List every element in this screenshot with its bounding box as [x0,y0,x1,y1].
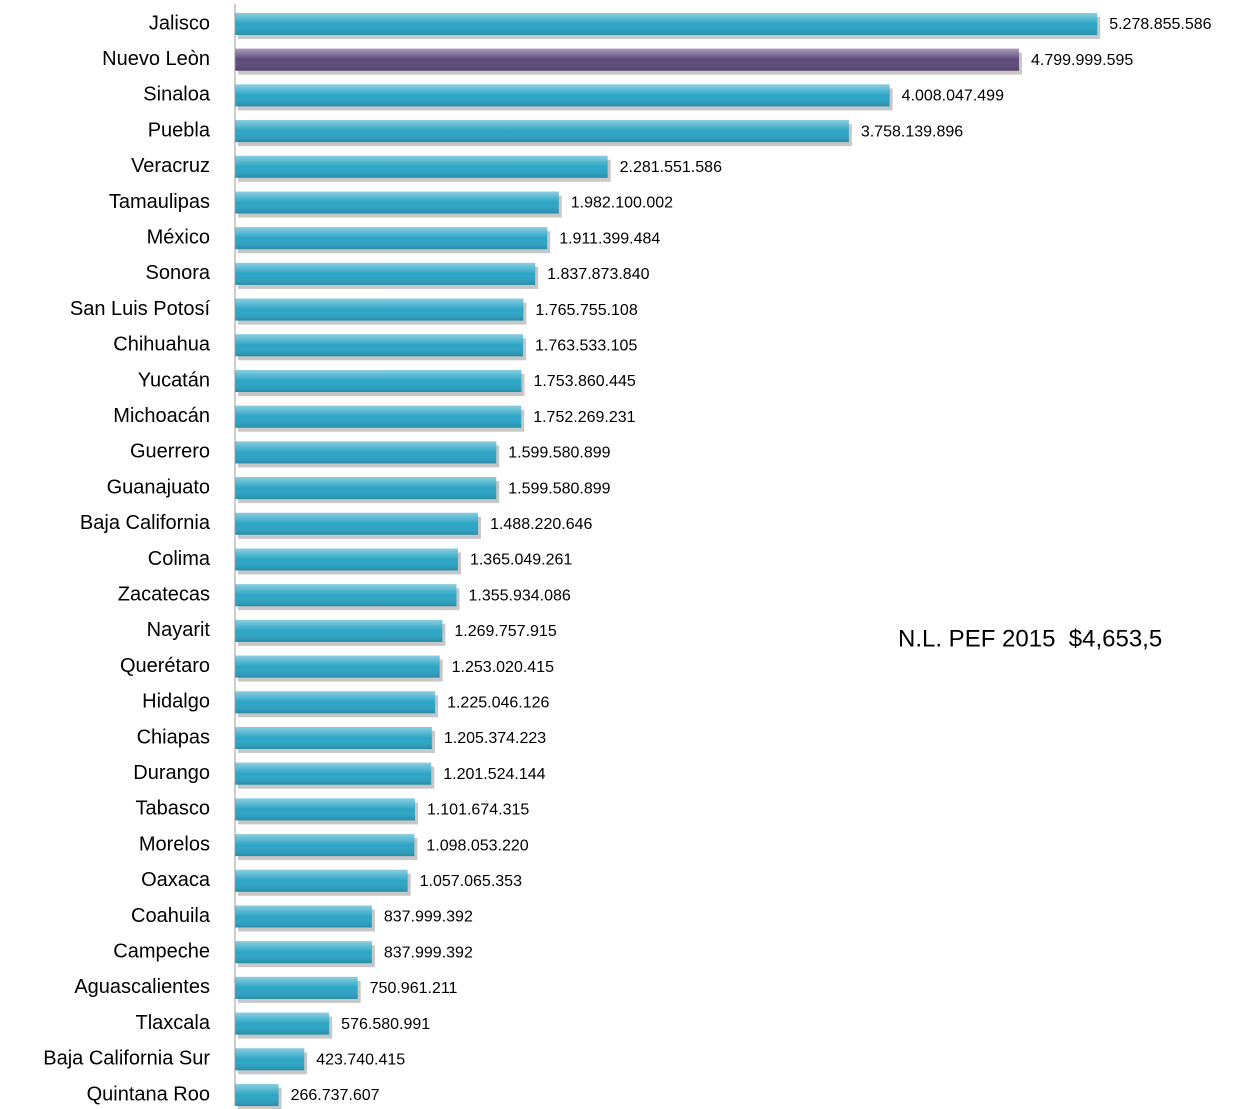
category-label: Baja California [80,512,211,534]
bar-gloss [235,727,432,749]
value-label: 837.999.392 [384,909,473,926]
bar-gloss [235,191,559,214]
bar-gloss [235,655,440,678]
category-label: Morelos [139,833,210,855]
annotation: N.L. PEF 2015 $4,653,5 [898,625,1162,652]
value-label: 1.837.873.840 [547,266,649,283]
bar-gloss [235,905,372,928]
category-label: Quintana Roo [87,1083,210,1105]
bar-gloss [235,512,479,535]
category-label: Durango [133,762,210,784]
category-label: Veracruz [131,155,210,177]
value-label: 1.201.524.144 [443,766,545,783]
bar-gloss [235,584,457,607]
value-label: 1.101.674.315 [427,802,529,819]
category-label: Chihuahua [113,334,211,356]
bar-gloss [235,441,497,464]
value-label: 1.911.399.484 [559,230,660,247]
category-label: Colima [148,548,211,570]
category-label: Sinaloa [143,84,211,106]
bar-gloss [235,1012,330,1035]
value-label: 3.758.139.896 [861,123,963,140]
value-label: 1.057.065.353 [420,873,522,890]
category-label: Campeche [113,940,210,962]
category-label: Nuevo Leòn [102,48,210,70]
value-label: 5.278.855.586 [1109,16,1211,33]
bar-gloss [235,477,497,500]
value-label: 1.253.020.415 [452,659,554,676]
bar-gloss [235,405,522,428]
value-label: 1.753.860.445 [533,373,635,390]
category-label: Tabasco [136,798,211,820]
category-label: San Luis Potosí [70,298,211,320]
bar-gloss [235,13,1098,35]
bar-gloss [235,834,415,857]
category-label: Oaxaca [141,869,211,891]
bar-gloss [235,619,443,642]
bar-gloss [235,84,890,107]
value-label: 1.599.580.899 [508,445,610,462]
value-label: 2.281.551.586 [620,159,722,176]
category-label: Jalisco [149,12,210,34]
value-label: 266.737.607 [291,1087,380,1104]
category-label: Chiapas [137,726,210,748]
value-label: 4.008.047.499 [902,88,1004,105]
value-label: 1.355.934.086 [468,587,570,604]
bar-gloss [235,548,458,571]
bar-gloss [235,976,358,999]
bar-gloss [235,762,432,785]
value-label: 576.580.991 [341,1016,430,1033]
value-label: 837.999.392 [384,944,473,961]
value-label: 1.098.053.220 [426,837,528,854]
category-label: México [147,226,210,248]
category-label: Michoacán [113,405,210,427]
bar-gloss [235,941,372,964]
value-label: 1.488.220.646 [490,516,592,533]
value-label: 1.752.269.231 [533,409,635,426]
bar-gloss [235,869,408,892]
value-label: 4.799.999.595 [1031,52,1133,69]
category-label: Guanajuato [107,476,210,498]
category-label: Nayarit [147,619,211,641]
bar-gloss [235,298,524,321]
category-label: Sonora [146,262,211,284]
bar-gloss [235,1084,279,1106]
bar-gloss [235,120,849,143]
category-label: Zacatecas [118,583,210,605]
value-label: 750.961.211 [370,980,458,997]
category-label: Tamaulipas [109,191,210,213]
bar-gloss [235,48,1019,71]
category-label: Tlaxcala [136,1012,211,1034]
value-label: 1.982.100.002 [571,195,673,212]
bar-gloss [235,227,548,250]
category-label: Guerrero [130,441,210,463]
category-label: Baja California Sur [43,1048,210,1070]
value-label: 1.765.755.108 [535,302,637,319]
value-label: 1.763.533.105 [535,338,637,355]
bar-gloss [235,334,524,357]
value-label: 1.599.580.899 [508,480,610,497]
bar-gloss [235,798,415,821]
value-label: 1.225.046.126 [447,695,549,712]
category-label: Yucatán [138,369,210,391]
category-label: Aguascalientes [74,976,210,998]
bar-gloss [235,370,522,392]
bar-gloss [235,262,536,285]
category-label: Querétaro [120,655,210,677]
bar-gloss [235,1048,305,1071]
bar-gloss [235,691,436,714]
category-label: Hidalgo [142,691,210,713]
bar-gloss [235,155,608,178]
category-label: Puebla [148,119,211,141]
value-label: 423.740.415 [316,1052,405,1069]
value-label: 1.205.374.223 [444,730,546,747]
category-label: Coahuila [131,905,211,927]
value-label: 1.269.757.915 [454,623,556,640]
value-label: 1.365.049.261 [470,552,572,569]
